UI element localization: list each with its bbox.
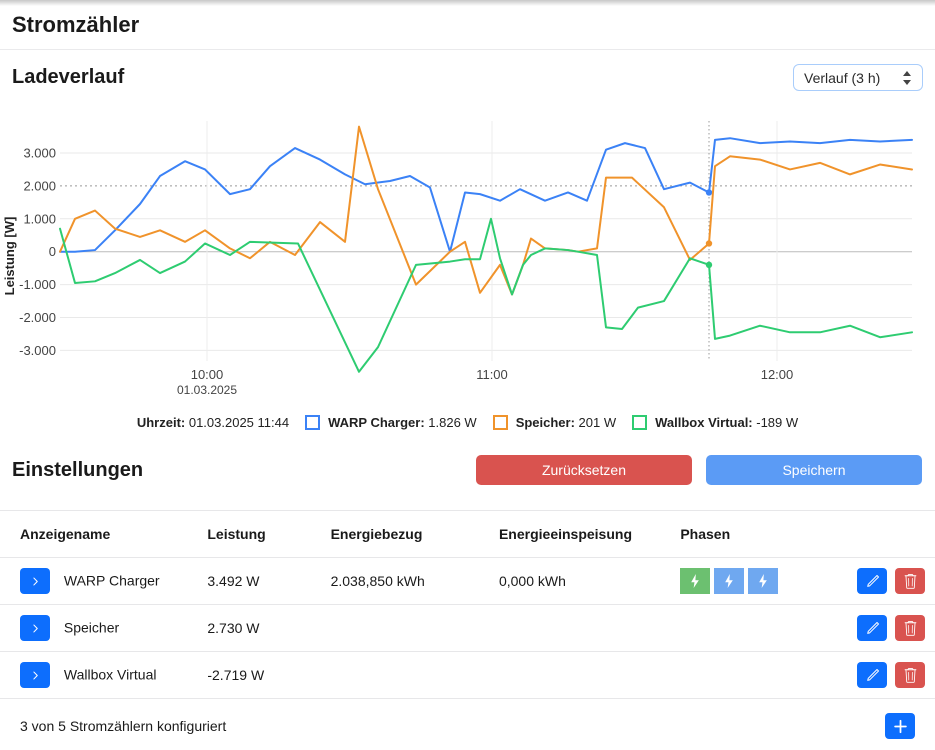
svg-text:-1.000: -1.000	[19, 277, 56, 292]
svg-text:-3.000: -3.000	[19, 343, 56, 358]
svg-text:11:00: 11:00	[476, 367, 508, 382]
svg-text:10:00: 10:00	[191, 367, 224, 382]
svg-text:2.000: 2.000	[23, 178, 56, 193]
svg-text:0: 0	[49, 244, 56, 259]
svg-text:01.03.2025: 01.03.2025	[177, 383, 237, 397]
svg-text:3.000: 3.000	[23, 146, 56, 161]
svg-text:1.000: 1.000	[23, 211, 56, 226]
svg-text:Leistung [W]: Leistung [W]	[2, 217, 17, 296]
svg-text:12:00: 12:00	[761, 367, 794, 382]
svg-text:-2.000: -2.000	[19, 310, 56, 325]
